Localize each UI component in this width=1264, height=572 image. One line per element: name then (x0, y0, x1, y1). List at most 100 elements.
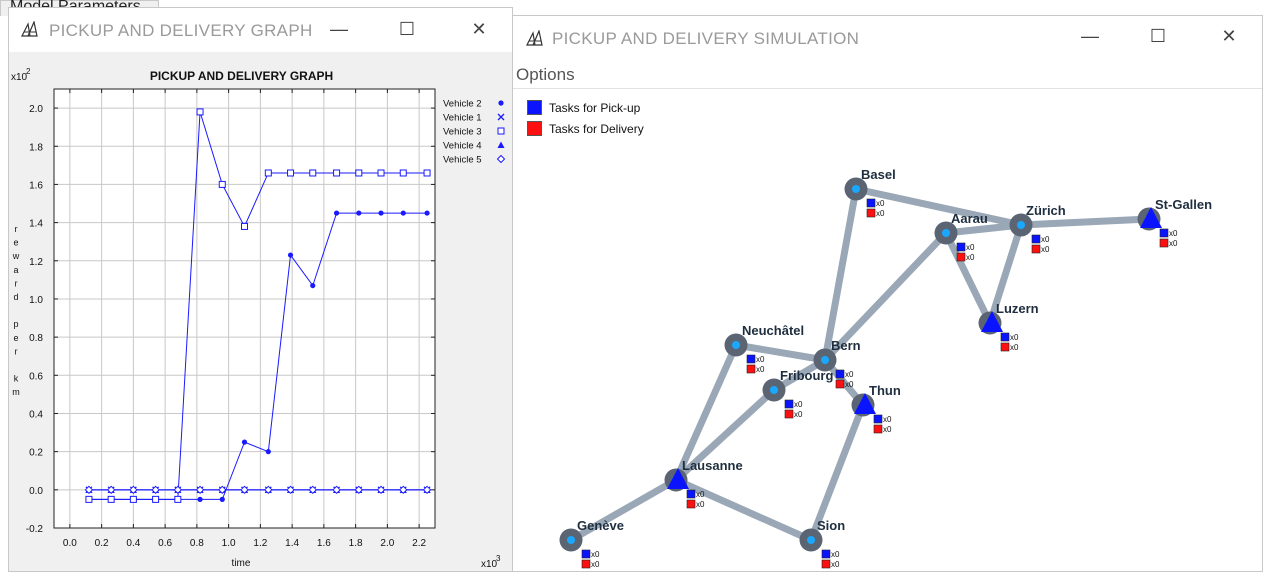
minimize-button[interactable]: — (330, 19, 348, 39)
delivery-task-count: x0 (1169, 239, 1178, 248)
y-tick-label: 0.8 (29, 333, 43, 344)
series-vehicle-3 (85, 108, 431, 503)
x-tick-label: 0.0 (63, 538, 77, 549)
graph-window-title: PICKUP AND DELIVERY GRAPH (49, 21, 313, 40)
pickup-task-count: x0 (1169, 229, 1178, 238)
y-axis-label-char: d (13, 292, 18, 302)
series-line (88, 111, 428, 500)
vehicle-icon (854, 393, 876, 414)
x-axis-multiplier: x10 (481, 559, 498, 570)
data-point (286, 485, 295, 495)
delivery-task-box (866, 208, 876, 218)
city-label: Bern (831, 338, 861, 353)
data-point (241, 439, 248, 445)
data-point (287, 169, 295, 177)
y-tick-label: 1.6 (29, 180, 43, 191)
data-point (218, 485, 227, 495)
delivery-task-box (581, 559, 591, 569)
pickup-task-box (835, 369, 845, 379)
pickup-task-count: x0 (831, 550, 840, 559)
data-point (107, 495, 115, 503)
y-tick-label: 1.4 (29, 219, 43, 230)
y-axis-label-char: a (13, 265, 18, 275)
data-point (399, 169, 407, 177)
pickup-task-count: x0 (1010, 333, 1019, 342)
legend-marker (497, 113, 505, 121)
x-tick-label: 2.2 (412, 538, 426, 549)
city-label: Genève (577, 518, 624, 533)
data-point (423, 169, 431, 177)
road-zürich-st-gallen (1017, 215, 1153, 229)
city-label: Sion (817, 518, 845, 533)
delivery-task-box (873, 424, 883, 434)
delivery-task-box (784, 409, 794, 419)
road-basel-zürich (852, 185, 1025, 229)
delivery-task-count: x0 (831, 560, 840, 569)
delivery-task-count: x0 (794, 410, 803, 419)
pickup-task-box (866, 198, 876, 208)
y-tick-label: 0.4 (29, 409, 43, 420)
y-axis-multiplier: x10 (11, 72, 28, 83)
maximize-button[interactable]: ☐ (398, 19, 416, 39)
y-tick-label: 0.2 (29, 448, 43, 459)
close-button[interactable]: ✕ (1221, 26, 1237, 46)
delivery-task-box (1159, 238, 1169, 248)
simulation-titlebar[interactable]: PICKUP AND DELIVERY SIMULATION — ☐ ✕ (512, 16, 1262, 60)
minimize-button[interactable]: — (1081, 26, 1099, 46)
y-tick-label: 1.0 (29, 295, 43, 306)
y-axis-label-char: p (13, 319, 18, 329)
data-point (129, 495, 137, 503)
data-point (195, 485, 205, 495)
delivery-task-count: x0 (883, 425, 892, 434)
y-axis-multiplier-exponent: 2 (26, 67, 31, 76)
delivery-task-box (1000, 342, 1010, 352)
pickup-task-count: x0 (883, 415, 892, 424)
data-point (219, 496, 225, 502)
graph-titlebar[interactable]: PICKUP AND DELIVERY GRAPH — ☐ ✕ (9, 8, 512, 52)
city-label: Luzern (996, 301, 1039, 316)
delivery-task-box (1031, 244, 1041, 254)
road-basel-bern (821, 185, 860, 364)
legend-label: Vehicle 3 (443, 127, 482, 138)
legend-marker (497, 141, 505, 148)
pickup-task-count: x0 (696, 490, 705, 499)
y-axis-label-char: k (14, 374, 19, 384)
data-point (174, 495, 182, 503)
pickup-task-box (821, 549, 831, 559)
city-node-center (821, 356, 829, 364)
options-menu[interactable]: Options (516, 65, 575, 84)
road-lausanne-sion (672, 476, 815, 544)
road-lausanne-genève (567, 476, 680, 544)
city-node-center (807, 536, 815, 544)
y-tick-label: 1.8 (29, 142, 43, 153)
x-tick-label: 1.4 (285, 538, 299, 549)
y-axis-label-char: w (12, 251, 20, 261)
x-tick-label: 1.2 (253, 538, 267, 549)
delivery-task-count: x0 (591, 560, 600, 569)
city-node-center (852, 185, 860, 193)
maximize-button[interactable]: ☐ (1149, 26, 1167, 46)
close-button[interactable]: ✕ (471, 19, 487, 39)
data-point (376, 485, 386, 495)
x-tick-label: 0.6 (158, 538, 172, 549)
pickup-task-box (581, 549, 591, 559)
city-node-center (942, 229, 950, 237)
reward-chart: 0.0 0.2 0.4 0.6 0.8 1.0 1.2 1.4 1.6 1.8 2.0 2.2 -0.2… (11, 67, 506, 570)
delivery-task-count: x0 (876, 209, 885, 218)
road-aarau-zürich (942, 221, 1025, 237)
delivery-legend-swatch (527, 121, 542, 136)
delivery-legend-label: Tasks for Delivery (549, 122, 644, 136)
